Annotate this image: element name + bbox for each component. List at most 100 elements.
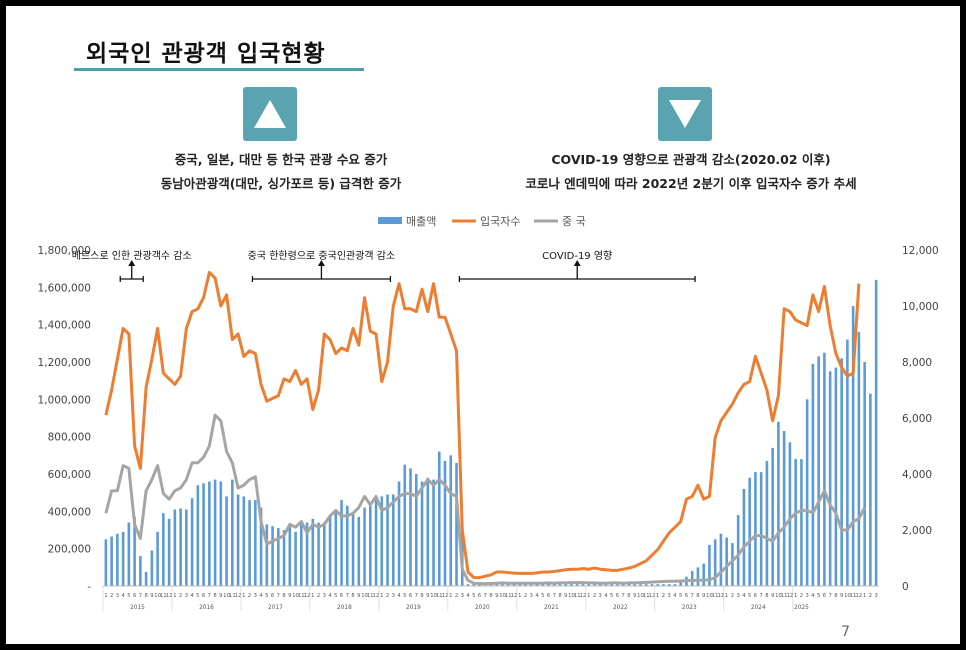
bar: [610, 584, 614, 586]
chart: 매출액 입국자수 중 국 - 200,000 400,000 600,000 800,000 1…: [38, 215, 939, 611]
bar: [150, 550, 154, 586]
month-tick-label: 7: [691, 593, 694, 599]
arrivals-line: [104, 270, 861, 580]
month-tick-label: 3: [392, 593, 395, 599]
month-tick-label: 5: [403, 593, 406, 599]
bar: [248, 500, 251, 586]
slide: 외국인 관광객 입국현황 중국, 일본, 대만 등 한국 관광 수요 증가 동남…: [6, 6, 960, 644]
year-tick-label: 2017: [268, 605, 283, 611]
left-note: 중국, 일본, 대만 등 한국 관광 수요 증가 동남아관광객(대만, 싱가포르…: [116, 148, 446, 196]
month-tick-label: 7: [277, 593, 280, 599]
month-tick-label: 3: [805, 593, 808, 599]
y-left-tick-label: 600,000: [48, 469, 91, 481]
month-tick-label: 7: [346, 593, 349, 599]
bar: [604, 584, 608, 586]
bar: [587, 584, 591, 586]
month-tick-label: 8: [558, 593, 561, 599]
bar: [420, 481, 424, 586]
month-tick-label: 10: [223, 593, 230, 599]
month-tick-label: 9: [633, 593, 636, 599]
bar: [644, 584, 648, 586]
month-tick-label: 2: [317, 593, 320, 599]
month-tick-label: 5: [196, 593, 199, 599]
month-tick-label: 10: [706, 593, 713, 599]
bar: [225, 496, 228, 586]
month-tick-label: 4: [673, 593, 677, 599]
up-triangle-icon: [243, 87, 297, 141]
bar: [679, 580, 682, 586]
month-tick-label: 9: [495, 593, 498, 599]
bar: [627, 584, 631, 586]
bar: [167, 518, 171, 586]
bar: [650, 584, 654, 586]
month-tick-label: 4: [604, 593, 608, 599]
y-right-tick-label: 2,000: [902, 525, 932, 537]
bar: [323, 522, 326, 586]
bar: [656, 584, 659, 586]
y-left-tick-label: 1,400,000: [38, 320, 91, 332]
month-tick-label: 8: [696, 593, 699, 599]
bar: [489, 584, 493, 586]
month-tick-label: 5: [265, 593, 268, 599]
year-tick-label: 2020: [475, 605, 490, 611]
bar: [288, 526, 292, 586]
bar: [840, 358, 843, 586]
month-tick-label: 2: [800, 593, 803, 599]
month-tick-label: 12: [166, 593, 173, 599]
month-tick-label: 12: [856, 593, 863, 599]
annotation-arrow-head: [317, 260, 325, 266]
year-tick-label: 2021: [544, 605, 559, 611]
right-note-line-2: 코로나 엔데믹에 따라 2022년 2분기 이후 입국자수 증가 추세: [525, 176, 857, 191]
bar: [616, 584, 619, 586]
month-tick-label: 9: [771, 593, 774, 599]
bar: [558, 584, 562, 586]
bar: [391, 494, 395, 586]
month-tick-label: 11: [850, 593, 857, 599]
month-tick-label: 9: [150, 593, 153, 599]
month-tick-label: 11: [712, 593, 719, 599]
bar: [777, 421, 780, 586]
month-tick-label: 9: [564, 593, 567, 599]
month-tick-label: 8: [144, 593, 147, 599]
bar: [805, 399, 809, 586]
y-left-tick-label: 400,000: [48, 506, 91, 518]
y-left-tick-label: -: [87, 581, 91, 593]
left-note-line-2: 동남아관광객(대만, 싱가포르 등) 급격한 증가: [160, 176, 402, 191]
y-right-tick-label: 6,000: [902, 413, 932, 425]
bar: [846, 339, 849, 586]
bar: [351, 513, 355, 586]
bar: [518, 584, 522, 586]
right-note-line-1: COVID-19 영향으로 관광객 감소(2020.02 이후): [551, 152, 831, 167]
bar: [443, 460, 447, 586]
bar: [277, 528, 280, 586]
year-tick-label: 2023: [682, 605, 697, 611]
month-tick-label: 1: [863, 593, 866, 599]
month-tick-label: 5: [817, 593, 820, 599]
bar: [719, 533, 723, 586]
month-tick-label: 11: [643, 593, 650, 599]
month-tick-label: 9: [840, 593, 843, 599]
month-tick-label: 4: [811, 593, 815, 599]
bar: [110, 536, 113, 586]
bar: [800, 459, 803, 586]
bar: [202, 483, 205, 586]
month-tick-label: 3: [461, 593, 464, 599]
month-tick-label: 1: [794, 593, 797, 599]
month-tick-label: 2: [248, 593, 251, 599]
month-tick-label: 5: [334, 593, 337, 599]
bar: [414, 474, 418, 586]
bar: [581, 584, 585, 586]
month-tick-label: 10: [292, 593, 299, 599]
month-tick-label: 1: [311, 593, 314, 599]
y-left-tick-label: 1,200,000: [38, 357, 91, 369]
bar: [104, 539, 108, 586]
month-tick-label: 2: [593, 593, 596, 599]
bar: [236, 494, 240, 586]
y-left-tick-label: 1,000,000: [38, 394, 91, 406]
month-tick-label: 12: [373, 593, 380, 599]
month-tick-label: 12: [511, 593, 518, 599]
month-tick-label: 9: [288, 593, 291, 599]
year-tick-label: 2025: [794, 605, 809, 611]
bar: [300, 522, 303, 586]
bar: [754, 472, 757, 586]
